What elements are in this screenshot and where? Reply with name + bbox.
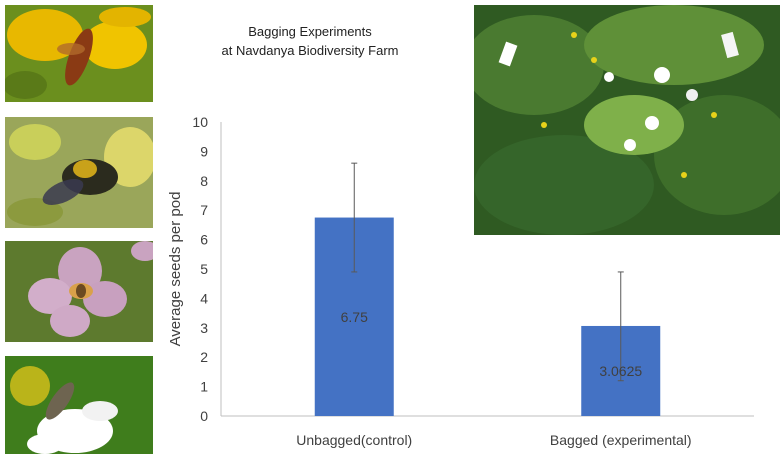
y-tick-label: 3 (200, 320, 208, 336)
y-axis-title: Average seeds per pod (167, 192, 184, 347)
y-tick-label: 9 (200, 143, 208, 159)
chart-title-line-2: at Navdanya Biodiversity Farm (221, 43, 399, 58)
x-category-label: Unbagged(control) (296, 432, 412, 448)
chart-title-line-1: Bagging Experiments (248, 24, 372, 39)
yellow-flower-insect-photo (5, 5, 153, 102)
white-flower-bee-photo (5, 356, 153, 454)
x-category-label: Bagged (experimental) (550, 432, 692, 448)
y-tick-label: 8 (200, 173, 208, 189)
y-tick-label: 10 (192, 114, 208, 130)
data-label: 3.0625 (599, 363, 642, 379)
y-tick-label: 7 (200, 202, 208, 218)
y-tick-label: 2 (200, 349, 208, 365)
bagged-plants-field-photo (474, 5, 780, 235)
y-tick-label: 1 (200, 379, 208, 395)
y-tick-label: 4 (200, 290, 208, 306)
data-label: 6.75 (341, 309, 368, 325)
y-tick-label: 6 (200, 232, 208, 248)
pink-flower-bee-photo (5, 241, 153, 342)
carpenter-bee-photo (5, 117, 153, 228)
y-tick-label: 0 (200, 408, 208, 424)
chart-title: Bagging Experiments at Navdanya Biodiver… (200, 22, 420, 60)
y-tick-label: 5 (200, 261, 208, 277)
